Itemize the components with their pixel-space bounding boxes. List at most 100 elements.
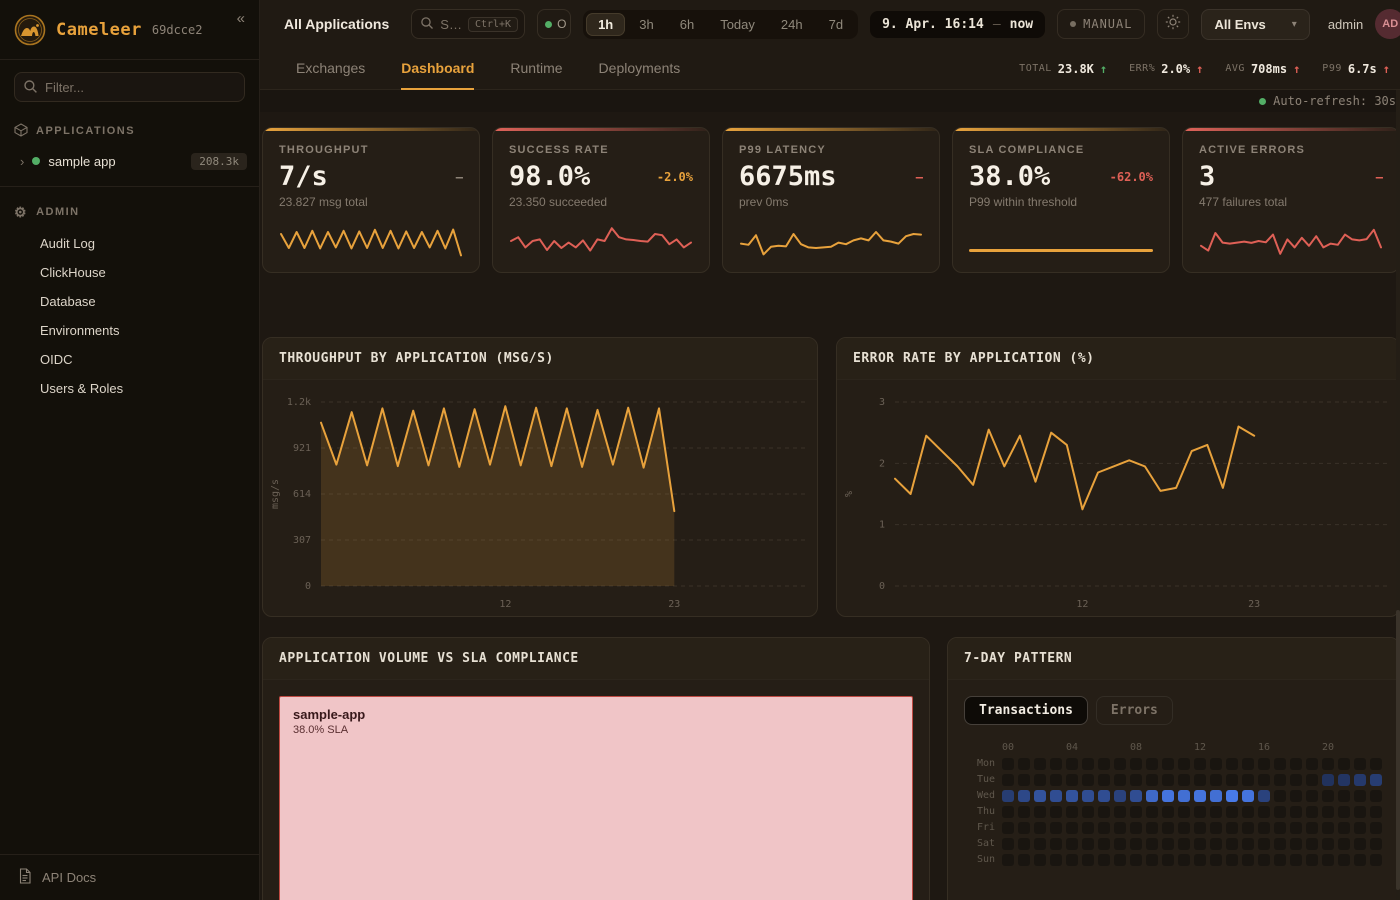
heatmap-cell[interactable] (1338, 854, 1350, 866)
heatmap-cell[interactable] (1258, 854, 1270, 866)
heatmap-cell[interactable] (1338, 806, 1350, 818)
heatmap-cell[interactable] (1098, 822, 1110, 834)
heatmap-cell[interactable] (1290, 774, 1302, 786)
sidebar-item-environments[interactable]: Environments (40, 323, 120, 338)
heatmap-cell[interactable] (1258, 790, 1270, 802)
heatmap-cell[interactable] (1274, 838, 1286, 850)
manual-mode-button[interactable]: MANUAL (1057, 9, 1146, 39)
heatmap-cell[interactable] (1226, 838, 1238, 850)
heatmap-cell[interactable] (1034, 790, 1046, 802)
heatmap-cell[interactable] (1098, 758, 1110, 770)
heatmap-cell[interactable] (1242, 774, 1254, 786)
heatmap-cell[interactable] (1258, 758, 1270, 770)
heatmap-cell[interactable] (1242, 838, 1254, 850)
tab-runtime[interactable]: Runtime (510, 60, 563, 76)
heatmap-cell[interactable] (1178, 774, 1190, 786)
heatmap-cell[interactable] (1258, 774, 1270, 786)
sidebar-item-sample-app[interactable]: › sample app 208.3k (0, 146, 259, 176)
error-rate-chart[interactable]: 0 1 2 3 12 23% (837, 380, 1399, 616)
heatmap-cell[interactable] (1178, 854, 1190, 866)
heatmap-cell[interactable] (1194, 822, 1206, 834)
heatmap-cell[interactable] (1338, 790, 1350, 802)
heatmap-cell[interactable] (1274, 806, 1286, 818)
heatmap-cell[interactable] (1226, 790, 1238, 802)
heatmap-cell[interactable] (1258, 806, 1270, 818)
heatmap-cell[interactable] (1354, 758, 1366, 770)
environment-select[interactable]: All Envs ▾ (1201, 8, 1310, 40)
tab-dashboard[interactable]: Dashboard (401, 48, 475, 90)
heatmap-cell[interactable] (1306, 838, 1318, 850)
heatmap-cell[interactable] (1034, 758, 1046, 770)
heatmap-cell[interactable] (1322, 774, 1334, 786)
heatmap-cell[interactable] (1066, 806, 1078, 818)
heatmap-cell[interactable] (1146, 758, 1158, 770)
heatmap-cell[interactable] (1178, 806, 1190, 818)
avatar[interactable]: AD (1375, 9, 1400, 39)
heatmap-cell[interactable] (1210, 790, 1222, 802)
heatmap-cell[interactable] (1354, 806, 1366, 818)
heatmap-cell[interactable] (1034, 838, 1046, 850)
heatmap-cell[interactable] (1018, 854, 1030, 866)
heatmap-cell[interactable] (1018, 790, 1030, 802)
heatmap-cell[interactable] (1146, 838, 1158, 850)
theme-toggle-button[interactable] (1157, 9, 1190, 39)
heatmap-cell[interactable] (1242, 790, 1254, 802)
heatmap-cell[interactable] (1002, 774, 1014, 786)
heatmap-cell[interactable] (1066, 854, 1078, 866)
status-online-button[interactable]: O (537, 9, 572, 39)
datetime-range[interactable]: 9. Apr. 16:14 — now (870, 10, 1046, 38)
heatmap-cell[interactable] (1018, 758, 1030, 770)
heatmap-cell[interactable] (1242, 854, 1254, 866)
heatmap-cell[interactable] (1114, 854, 1126, 866)
heatmap-cell[interactable] (1306, 790, 1318, 802)
heatmap-cell[interactable] (1098, 806, 1110, 818)
heatmap-cell[interactable] (1178, 758, 1190, 770)
heatmap-cell[interactable] (1226, 854, 1238, 866)
heatmap-cell[interactable] (1306, 758, 1318, 770)
heatmap-cell[interactable] (1034, 806, 1046, 818)
time-range-24h[interactable]: 24h (780, 16, 803, 32)
heatmap-cell[interactable] (1130, 758, 1142, 770)
heatmap-cell[interactable] (1210, 822, 1222, 834)
heatmap-cell[interactable] (1162, 822, 1174, 834)
sidebar-item-oidc[interactable]: OIDC (40, 352, 73, 367)
heatmap-cell[interactable] (1242, 822, 1254, 834)
heatmap-cell[interactable] (1050, 806, 1062, 818)
time-range-1h[interactable]: 1h (586, 12, 626, 36)
heatmap-cell[interactable] (1018, 774, 1030, 786)
heatmap-cell[interactable] (1002, 854, 1014, 866)
heatmap-cell[interactable] (1194, 838, 1206, 850)
heatmap-cell[interactable] (1146, 854, 1158, 866)
heatmap-cell[interactable] (1130, 774, 1142, 786)
throughput-chart[interactable]: 0 307 614 921 1.2k 12 23 msg/s (263, 380, 817, 616)
tab-deployments[interactable]: Deployments (598, 60, 681, 76)
heatmap-cell[interactable] (1226, 822, 1238, 834)
heatmap-cell[interactable] (1114, 822, 1126, 834)
heatmap-cell[interactable] (1066, 774, 1078, 786)
heatmap-cell[interactable] (1210, 854, 1222, 866)
heatmap-cell[interactable] (1130, 790, 1142, 802)
heatmap-cell[interactable] (1210, 758, 1222, 770)
heatmap-cell[interactable] (1194, 774, 1206, 786)
heatmap-cell[interactable] (1370, 806, 1382, 818)
time-range-7d[interactable]: 7d (828, 16, 844, 32)
filter-input[interactable] (14, 72, 245, 102)
time-range-3h[interactable]: 3h (639, 16, 654, 32)
heatmap-cell[interactable] (1274, 774, 1286, 786)
heatmap-cell[interactable] (1338, 838, 1350, 850)
time-range-6h[interactable]: 6h (679, 16, 695, 32)
heatmap-cell[interactable] (1354, 822, 1366, 834)
heatmap-cell[interactable] (1258, 822, 1270, 834)
heatmap-cell[interactable] (1114, 790, 1126, 802)
heatmap-cell[interactable] (1178, 790, 1190, 802)
heatmap-cell[interactable] (1082, 758, 1094, 770)
heatmap-cell[interactable] (1274, 854, 1286, 866)
heatmap-cell[interactable] (1210, 838, 1222, 850)
heatmap-cell[interactable] (1162, 774, 1174, 786)
heatmap-cell[interactable] (1354, 854, 1366, 866)
heatmap-cell[interactable] (1274, 822, 1286, 834)
heatmap-cell[interactable] (1338, 774, 1350, 786)
heatmap-cell[interactable] (1066, 790, 1078, 802)
heatmap-cell[interactable] (1354, 838, 1366, 850)
heatmap-cell[interactable] (1178, 822, 1190, 834)
